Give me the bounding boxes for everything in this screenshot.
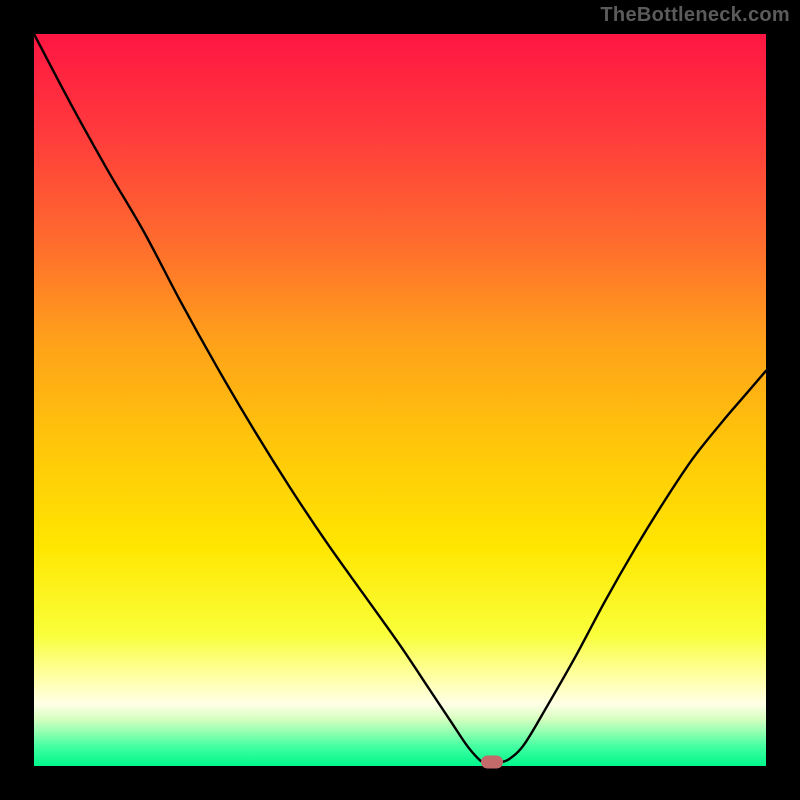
plot-area — [34, 34, 766, 766]
watermark-text: TheBottleneck.com — [600, 4, 790, 27]
chart-frame: TheBottleneck.com — [0, 0, 800, 800]
optimal-point-marker — [481, 756, 503, 769]
heatmap-gradient-background — [34, 34, 766, 766]
